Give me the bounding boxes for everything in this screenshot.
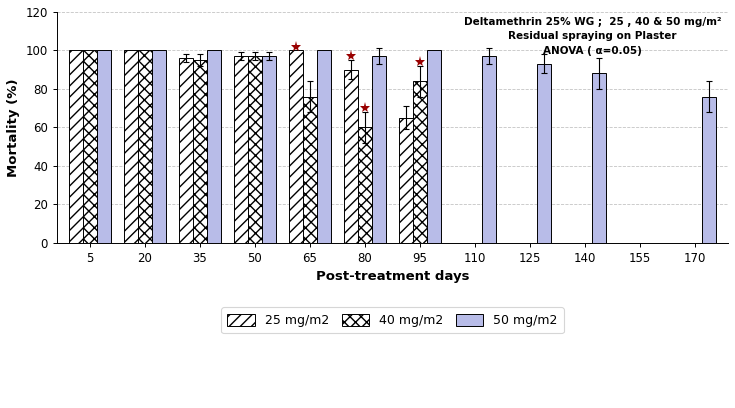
Bar — [248, 56, 262, 243]
Bar — [83, 51, 97, 243]
Bar — [124, 51, 138, 243]
Bar — [317, 51, 331, 243]
Bar — [234, 56, 248, 243]
Bar — [427, 51, 440, 243]
Y-axis label: Mortality (%): Mortality (%) — [7, 78, 20, 177]
Bar — [152, 51, 165, 243]
Bar — [138, 51, 152, 243]
Bar — [702, 97, 716, 243]
Bar — [262, 56, 276, 243]
Bar — [592, 73, 606, 243]
Bar — [179, 58, 193, 243]
Bar — [537, 64, 551, 243]
Bar — [482, 56, 495, 243]
Bar — [344, 70, 358, 243]
Bar — [97, 51, 110, 243]
Bar — [303, 97, 317, 243]
Bar — [290, 51, 303, 243]
Legend: 25 mg/m2, 40 mg/m2, 50 mg/m2: 25 mg/m2, 40 mg/m2, 50 mg/m2 — [221, 307, 564, 333]
Bar — [69, 51, 83, 243]
X-axis label: Post-treatment days: Post-treatment days — [316, 271, 469, 283]
Bar — [207, 51, 220, 243]
Bar — [399, 118, 413, 243]
Bar — [413, 81, 427, 243]
Text: Deltamethrin 25% WG ;  25 , 40 & 50 mg/m²
Residual spraying on Plaster
ANOVA ( α: Deltamethrin 25% WG ; 25 , 40 & 50 mg/m²… — [464, 17, 721, 56]
Bar — [358, 127, 372, 243]
Bar — [193, 60, 207, 243]
Bar — [372, 56, 386, 243]
